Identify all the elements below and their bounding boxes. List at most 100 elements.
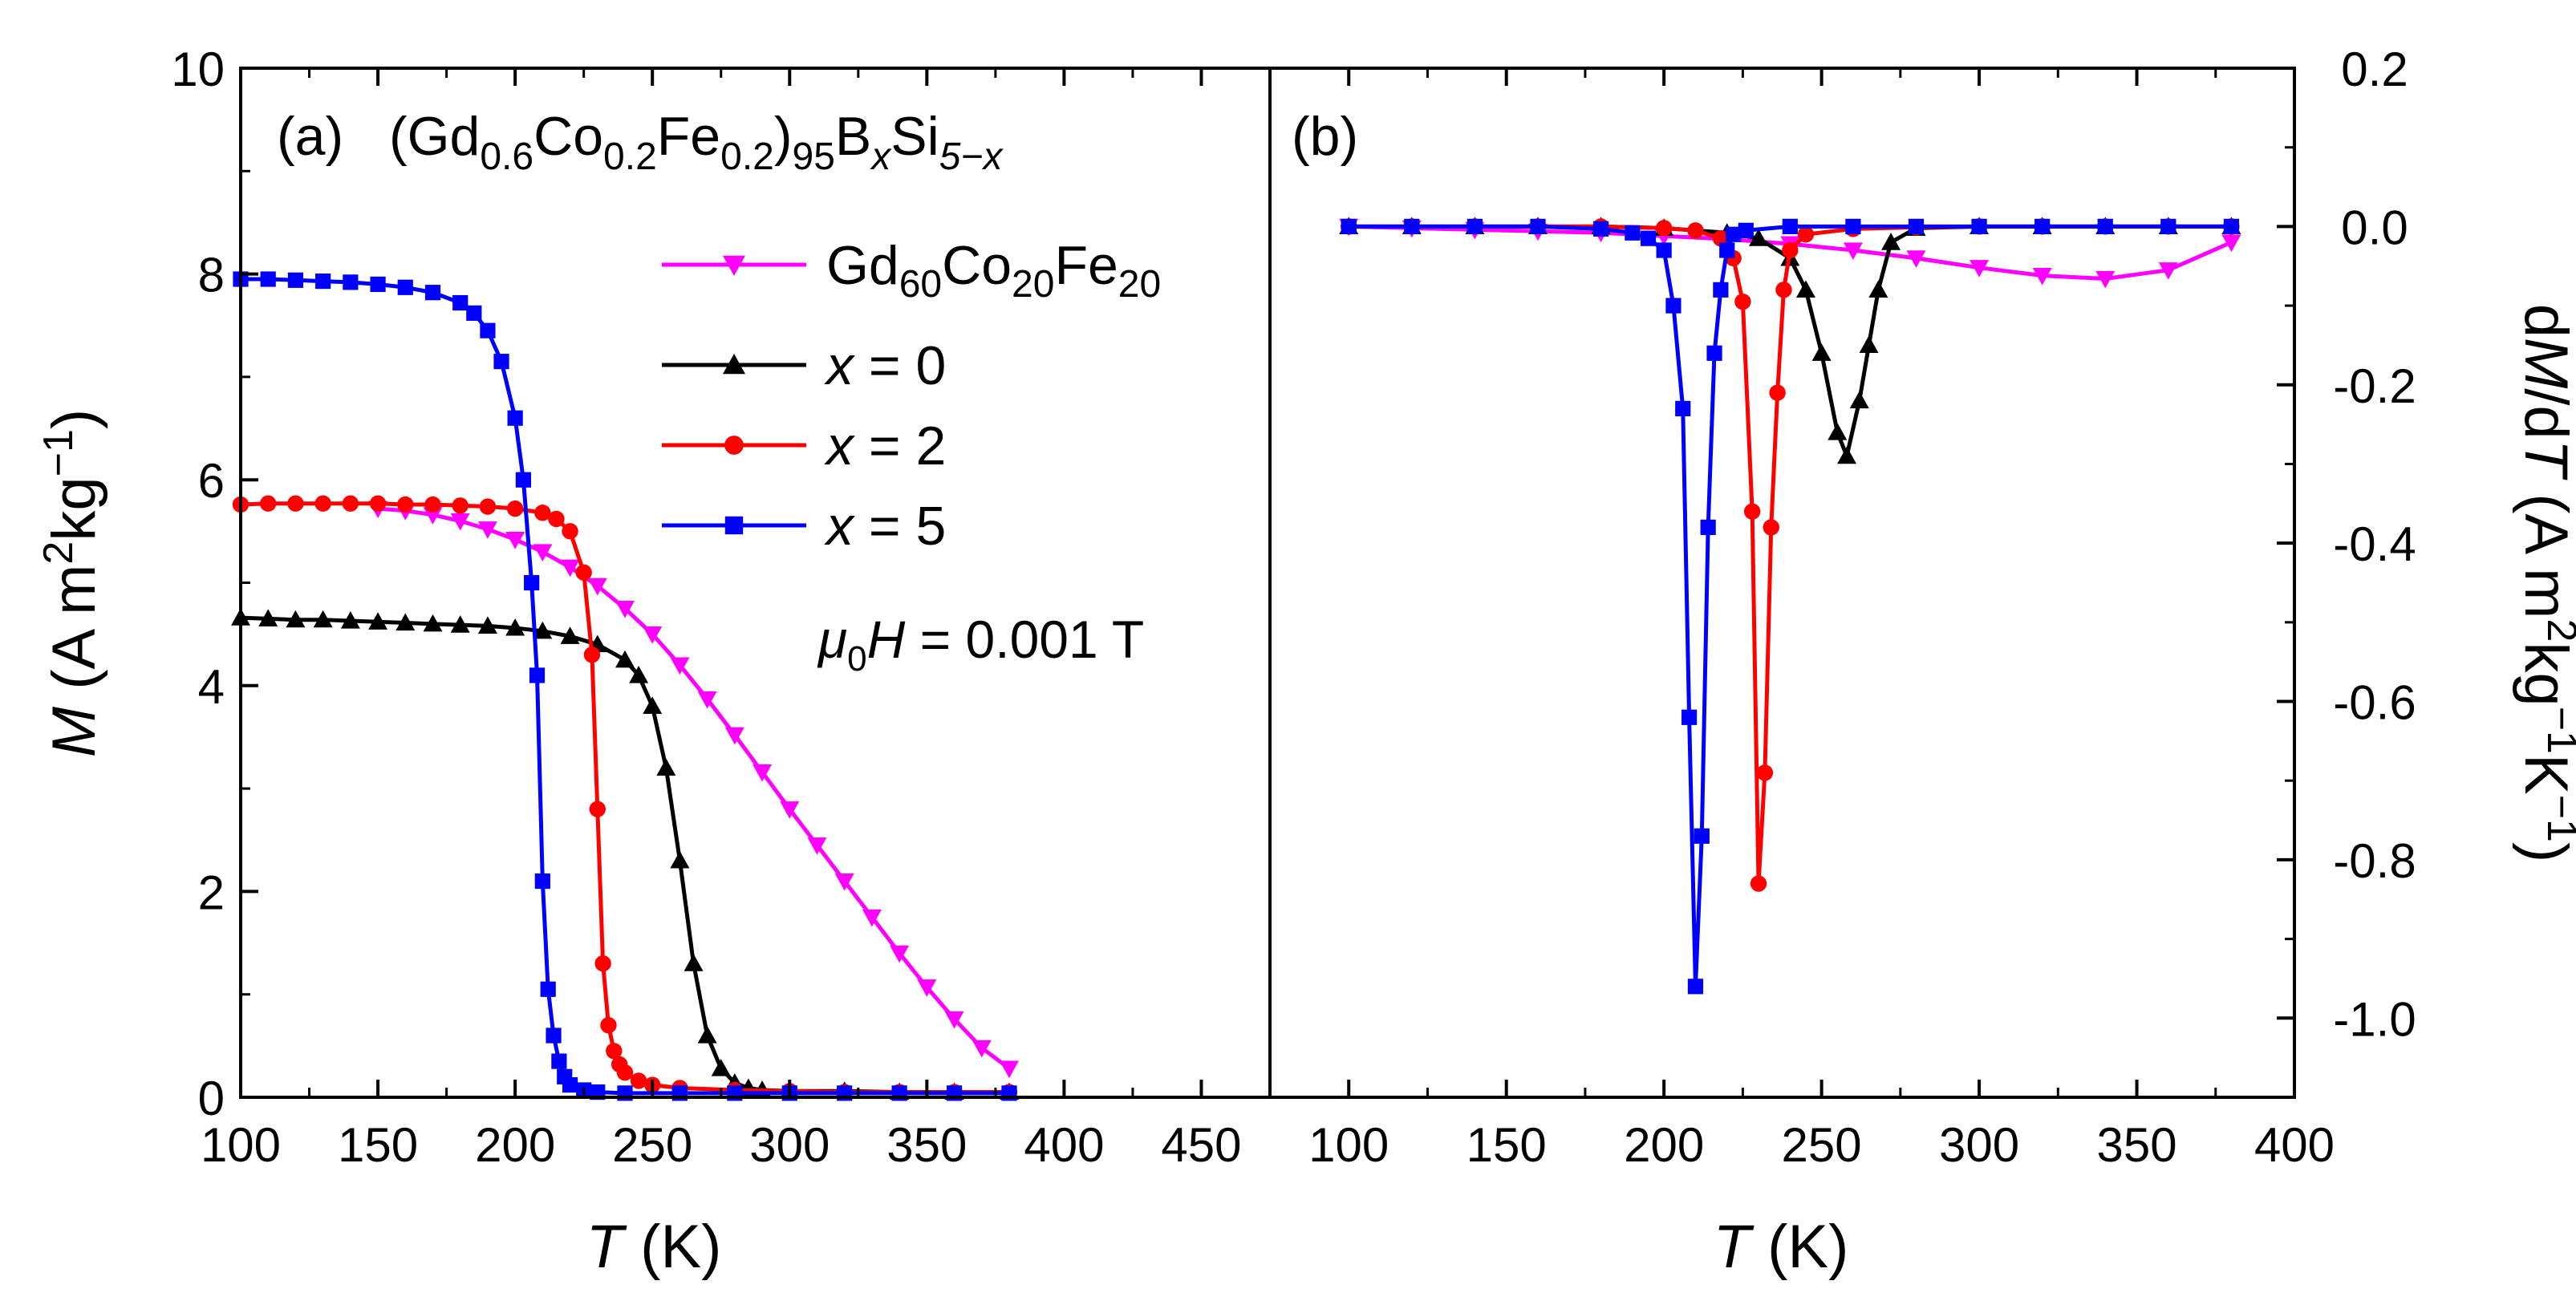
panel-a-series-x-5-point [546, 1027, 562, 1044]
panel-a-series-x-5-point [551, 1053, 567, 1069]
panel-a-series-x-0-point [477, 616, 497, 634]
panel-b-series-gd60co20fe20-point [1906, 250, 1926, 268]
panel-a-series-x-5-point [534, 873, 550, 890]
panel-a-series-gd60co20fe20-point [807, 837, 827, 855]
panel-b-series-gd60co20fe20-point [2221, 234, 2241, 253]
panel-b-series-x-2-point [1734, 293, 1751, 310]
panel-a-series-x-2-point [616, 1064, 634, 1081]
panel-a-series-gd60co20fe20-point [999, 1060, 1019, 1079]
panel-a-series-x-0-point [656, 758, 676, 776]
panel-a-series-x-2-point [575, 564, 592, 581]
panel-a-series-x-5-point [260, 271, 276, 287]
panel-a-series-x-0-point [629, 665, 649, 683]
panel-a-series-x-2-point [589, 800, 606, 817]
panel-b-series-x-5-point [2097, 218, 2113, 234]
panel-b-series-x-0-point [1811, 343, 1832, 361]
panel-b-series-x-2-point [1750, 875, 1767, 892]
panel-a-series-x-0-point [368, 612, 388, 630]
legend-marker-x-0 [723, 354, 745, 375]
panel-b-series-x-2-line [1349, 224, 2232, 884]
panel-a-series-x-2-point [594, 955, 611, 972]
panel-a: 100 150 200 250 300 350 400 450 0 2 4 6 8 10 [171, 43, 1272, 1172]
panel-a-xtick-label: 100 [201, 1118, 281, 1172]
panel-a-series-gd60co20fe20-point [972, 1040, 992, 1058]
panel-b-series-x-2-point [1655, 220, 1673, 237]
field-annotation: μ0H = 0.001 T [817, 610, 1144, 679]
panel-a-xtick-label: 400 [1024, 1118, 1104, 1172]
legend-label-gd60co20fe20: Gd60Co20Fe20 [826, 235, 1161, 306]
panel-a-series-x-2-point [630, 1072, 647, 1089]
panel-a-series-gd60co20fe20-point [477, 521, 497, 539]
legend-marker-gd60co20fe20 [723, 255, 745, 276]
panel-a-series-x-0-point [615, 650, 635, 668]
panel-a-series-gd60co20fe20-point [834, 873, 854, 891]
panel-a-series-x-2-point [397, 496, 414, 513]
panel-a-series-gd60co20fe20-point [450, 513, 470, 531]
panel-a-ytick-label: 0 [198, 1072, 225, 1125]
panel-a-series-x-2-point [342, 495, 359, 512]
panel-a-series-x-2-point [479, 498, 497, 515]
panel-b-series-x-5-point [1640, 230, 1657, 246]
panel-a-series-x-2-point [314, 495, 331, 512]
panel-b-series-x-5-point [1700, 519, 1716, 536]
panel-b-series-x-5-point [1625, 225, 1641, 241]
panel-a-series-x-0-point [697, 1026, 717, 1044]
panel-a-series-x-5-point [343, 274, 359, 290]
panel-b-ytick-label: -0.4 [2333, 517, 2416, 571]
panel-a-series-gd60co20fe20-point [670, 657, 690, 675]
panel-b-series-x-0-point [1749, 229, 1769, 246]
panel-a-series-x-5-point [507, 410, 523, 426]
panel-a-series-x-2-point [583, 646, 601, 663]
panel-b-series-x-5-point [1908, 218, 1925, 234]
panel-b-series-x-5-point [1738, 222, 1754, 238]
panel-a-series-x-0-point [396, 613, 416, 631]
panel-a-series-x-0-line [240, 615, 1009, 1095]
panel-b-series-gd60co20fe20-point [1843, 242, 1863, 260]
panel-b-xtick-label: 200 [1624, 1118, 1704, 1172]
panel-a-series-gd60co20fe20-point [560, 559, 580, 578]
panel-a-series-x-2-point [424, 496, 441, 513]
panel-a-series-x-5-point [397, 279, 413, 295]
panel-a-series-gd60co20fe20-point [780, 801, 800, 819]
panel-a-series-gd60co20fe20-point [615, 600, 635, 618]
panel-b-series-x-5-point [1656, 242, 1672, 258]
panel-b-series-x-0-point [1795, 280, 1815, 298]
panel-b-series-x-2-point [1712, 229, 1730, 247]
panel-b-series-x-5-point [1971, 218, 1987, 234]
panel-a-series-x-5-point [424, 285, 441, 301]
panel-b-series-x-5-point [1592, 221, 1609, 237]
panel-b-series-x-2-point [1775, 282, 1792, 298]
panel-a-series-x-2-point [606, 1043, 623, 1060]
panel-a-ytick-label: 10 [171, 43, 225, 96]
panel-a-series-gd60co20fe20-point [944, 1011, 964, 1029]
panel-b-xtick-label: 300 [1939, 1118, 2019, 1172]
panel-a-xtick-label: 300 [749, 1118, 830, 1172]
panel-a-ylabel: M (A m2kg−1) [35, 409, 108, 757]
legend: Gd60Co20Fe20 x = 0 x = 2 x = 5 [662, 235, 1161, 557]
panel-a-series-x-5-point [287, 272, 304, 288]
panel-a-ytick-label: 6 [198, 454, 225, 508]
panel-b-series-x-2-point [1687, 222, 1704, 239]
panel-b-series-x-2-point [1763, 519, 1779, 536]
panel-b-ytick-label: 0.2 [2341, 43, 2408, 96]
panel-b-series-x-5-point [1466, 218, 1483, 234]
panel-a-series-x-0-point [670, 850, 690, 869]
panel-a-series-gd60co20fe20-point [890, 945, 910, 963]
panel-a-series-x-5-point [529, 667, 546, 683]
panel-a-series-gd60co20fe20-point [587, 578, 607, 596]
panel-a-series-x-0-point [313, 610, 333, 628]
panel-b-series-x-5-point [1675, 400, 1691, 416]
panel-a-ytick-label: 8 [198, 249, 225, 302]
panel-a-series-x-2-point [548, 510, 565, 528]
panel-a-series-x-5-line [241, 277, 1009, 1096]
panel-a-series-x-2-point [600, 1016, 617, 1034]
panel-a-xlabel: T (K) [586, 1213, 722, 1281]
panel-b-series-x-5-point [2223, 218, 2240, 234]
panel-b: 100 150 200 250 300 350 400 0.2 0.0 -0.2 -0.4 -0.6 -… [1268, 43, 2416, 1172]
panel-a-series-x-5-point [452, 294, 469, 311]
panel-b-ytick-label: 0.0 [2341, 201, 2408, 254]
panel-a-series-x-0-point [340, 610, 360, 629]
panel-b-series-x-0-point [1881, 233, 1901, 250]
panel-b-xlabel: T (K) [1714, 1213, 1849, 1281]
